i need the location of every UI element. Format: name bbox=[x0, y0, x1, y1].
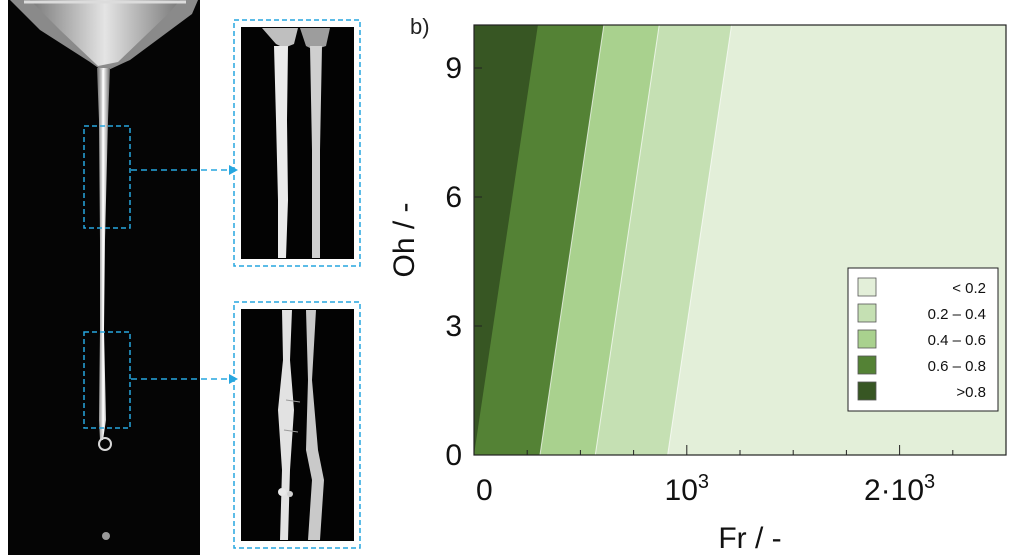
legend-swatch bbox=[857, 277, 877, 297]
y-tick-label: 9 bbox=[445, 52, 462, 85]
legend-label: 0.6 – 0.8 bbox=[928, 358, 986, 375]
drop bbox=[98, 437, 112, 451]
zoom-inset-upper-frame bbox=[233, 19, 361, 267]
boundary-line bbox=[667, 25, 733, 455]
callout-box-upper bbox=[83, 125, 131, 229]
legend-swatch bbox=[857, 381, 877, 401]
zoom-inset-lower-frame bbox=[233, 301, 361, 549]
boundary-line bbox=[594, 25, 660, 455]
legend-swatch bbox=[857, 303, 877, 323]
legend-label: 0.4 – 0.6 bbox=[928, 332, 986, 349]
y-tick-label: 0 bbox=[445, 439, 462, 472]
liquid-jet-photo bbox=[8, 0, 361, 555]
chart-panel: b) 0 3 6 9 0 103 2·103 Fr / - Oh / - < 0.2 0.2 … bbox=[370, 0, 1022, 555]
y-tick-label: 3 bbox=[445, 310, 462, 343]
legend-label: >0.8 bbox=[956, 384, 986, 401]
contour-regions bbox=[474, 25, 1006, 455]
boundary-line bbox=[539, 25, 605, 455]
legend-swatch bbox=[857, 329, 877, 349]
tick-labels: 0 3 6 9 0 103 2·103 bbox=[445, 52, 935, 507]
x-axis-label: Fr / - bbox=[718, 522, 781, 555]
zoom-inset-lower bbox=[241, 309, 354, 541]
legend-label: < 0.2 bbox=[952, 280, 986, 297]
panel-label: b) bbox=[410, 14, 430, 39]
liquid-jet-photo-panel bbox=[0, 0, 370, 555]
zoom-inset-upper bbox=[241, 27, 354, 259]
x-tick-label: 2·103 bbox=[864, 471, 935, 507]
legend-label: 0.2 – 0.4 bbox=[928, 306, 986, 323]
callout-box-lower bbox=[83, 331, 131, 429]
y-axis-label: Oh / - bbox=[388, 202, 421, 277]
satellite-drop bbox=[102, 532, 110, 540]
y-tick-label: 6 bbox=[445, 181, 462, 214]
x-tick-label: 103 bbox=[665, 471, 710, 507]
legend-swatch bbox=[857, 355, 877, 375]
contour-chart: b) 0 3 6 9 0 103 2·103 Fr / - Oh / - < 0.2 0.2 … bbox=[388, 14, 1007, 555]
x-tick-label: 0 bbox=[476, 474, 493, 507]
axes bbox=[473, 24, 1007, 456]
legend: < 0.2 0.2 – 0.4 0.4 – 0.6 0.6 – 0.8 >0.8 bbox=[847, 267, 999, 412]
